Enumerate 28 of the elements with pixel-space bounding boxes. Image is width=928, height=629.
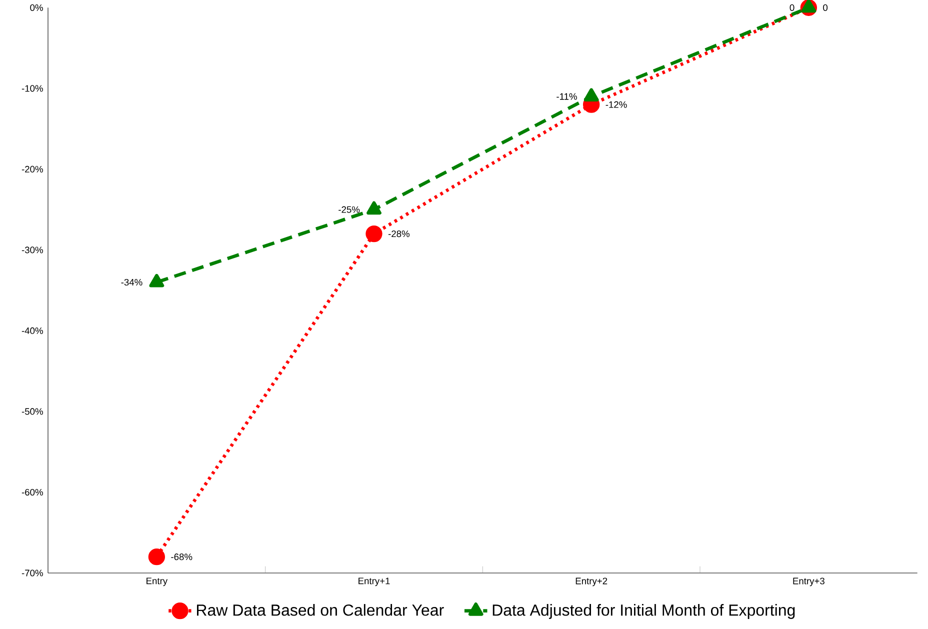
x-tick-label: Entry+1 xyxy=(358,578,390,586)
y-tick-label: -10% xyxy=(22,85,43,92)
point xyxy=(148,548,166,566)
data-label: -25% xyxy=(338,206,360,213)
x-tick-label: Entry+3 xyxy=(793,578,824,586)
data-label: 0 xyxy=(790,4,794,11)
y-tick-label: -70% xyxy=(22,570,43,576)
data-label: -11% xyxy=(556,93,577,100)
data-label: -12% xyxy=(606,101,627,108)
legend-label: Raw Data Based on Calendar Year xyxy=(197,604,444,616)
y-tick-label: -60% xyxy=(22,488,43,496)
point xyxy=(801,0,816,13)
data-label: 0 xyxy=(823,4,828,11)
point xyxy=(366,225,382,242)
data-label: -68% xyxy=(171,554,192,560)
y-tick-label: -40% xyxy=(22,327,43,334)
data-label: -34% xyxy=(121,278,142,286)
y-tick-label: -30% xyxy=(22,246,43,254)
x-tick-label: Entry xyxy=(146,578,168,586)
legend-label: Data Adjusted for Initial Month of Exporting xyxy=(492,604,795,619)
y-tick-label: -50% xyxy=(22,408,43,415)
y-tick-label: 0% xyxy=(30,4,43,11)
x-tick-label: Entry+2 xyxy=(576,578,608,586)
data-label: -28% xyxy=(388,230,410,238)
point xyxy=(149,274,164,288)
point xyxy=(584,88,599,102)
y-tick-label: -20% xyxy=(22,166,43,172)
point xyxy=(366,201,382,215)
